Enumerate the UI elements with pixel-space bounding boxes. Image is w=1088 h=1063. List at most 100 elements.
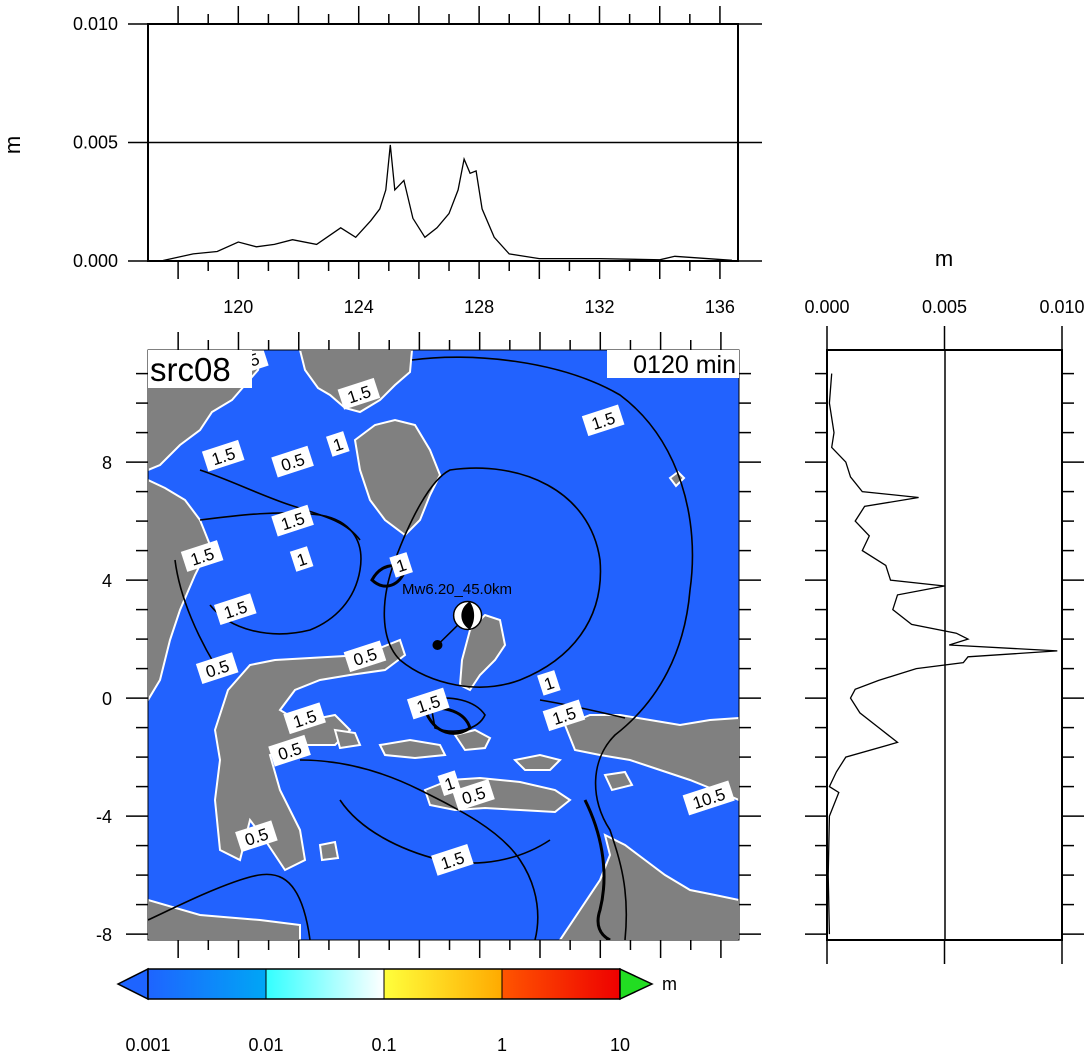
top-xtick-label: 128: [464, 297, 494, 317]
contour-label-box: [326, 431, 350, 457]
map-ytick-label: 0: [102, 689, 112, 709]
land-halmahera: [458, 613, 507, 692]
contour-label-box: [406, 687, 450, 720]
colorbar-under-triangle: [116, 967, 149, 1001]
right-xtick-label: 0.005: [922, 297, 967, 317]
contour-south-1-5: [299, 759, 539, 940]
contour-label-box: [542, 699, 586, 732]
colorbar-tick-label: 0.001: [125, 1035, 170, 1055]
colorbar-tick-label: 10: [610, 1035, 630, 1055]
contour-halmahera: [429, 697, 486, 732]
contour-label-box: [682, 780, 735, 816]
contour-label: 1.5: [406, 687, 450, 720]
map-ytick-label: -4: [96, 807, 112, 827]
land-banggai: [453, 728, 492, 752]
contour-label: 1.5: [581, 404, 625, 437]
contour-label-box: [437, 770, 462, 796]
time-label-box: [607, 350, 739, 378]
top-ytick-label: 0.005: [73, 133, 118, 153]
top-ylabel: m: [0, 136, 25, 154]
land-sumbawa: [148, 898, 301, 940]
coast-thick-3: [583, 799, 611, 940]
land-australia: [558, 833, 739, 940]
event-label: Mw6.20_45.0km: [402, 581, 512, 598]
contour-label: 1: [289, 546, 314, 572]
contour-east-1-5: [539, 699, 626, 719]
right-profile-panel: 0.000 0.005 0.010 m: [804, 246, 1085, 964]
time-label: 0120 min: [633, 351, 736, 379]
contour-sw-line: [148, 873, 311, 940]
contour-label-box: [213, 593, 257, 625]
top-ytick-label: 0.000: [73, 251, 118, 271]
map-ytick-label: 4: [102, 571, 112, 591]
contour-label: 1: [389, 552, 413, 578]
contour-west-1: [199, 512, 362, 635]
top-xtick-label: 120: [223, 297, 253, 317]
right-xtick-label: 0.000: [804, 297, 849, 317]
land-islet-3: [318, 840, 340, 862]
contour-label-box: [180, 540, 224, 572]
land-sula: [333, 728, 362, 750]
top-ytick-label: 0.010: [73, 14, 118, 34]
colorbar-unit: m: [662, 974, 677, 994]
beachball-compression: [461, 601, 475, 630]
land-islet-1: [668, 470, 686, 488]
contour-label: 0.5: [271, 445, 314, 478]
contour-label-box: [343, 640, 387, 673]
map-ytick-label: 8: [102, 453, 112, 473]
colorbar-tick-label: 0.1: [371, 1035, 396, 1055]
contour-label-box: [537, 670, 561, 696]
contour-label-box: [452, 779, 495, 811]
contour-label: 1: [326, 431, 350, 457]
right-xlabel: m: [935, 246, 953, 271]
contour-label-box: [201, 439, 245, 472]
map-title-box: [148, 350, 252, 388]
contour-label-box: [235, 820, 278, 853]
colorbar-segment-1: [148, 969, 266, 999]
epicenter-dot: [432, 640, 443, 650]
map-title: src08: [150, 351, 231, 388]
contour-label: 1: [437, 770, 462, 796]
contour-label: 0.5: [235, 820, 278, 853]
land-obi: [512, 753, 562, 771]
land-borneo: [148, 478, 212, 702]
right-xtick-label: 0.010: [1039, 297, 1084, 317]
contour-label-box: [271, 504, 314, 537]
contour-label-box: [431, 844, 474, 876]
contour-label-box: [581, 404, 625, 437]
top-profile-series: [162, 144, 733, 262]
contour-label: 1: [537, 670, 561, 696]
land-islet-2: [603, 770, 634, 792]
contour-label: 10.5: [682, 780, 735, 816]
contour-label-box: [289, 546, 314, 572]
contour-label-box: [337, 377, 381, 410]
colorbar-segment-3: [384, 969, 502, 999]
map-frame: [147, 349, 740, 941]
contour-label-box: [268, 734, 311, 767]
land-new-guinea: [563, 714, 739, 802]
contour-outer-1-5: [411, 356, 694, 940]
contour-label-box: [389, 552, 413, 578]
colorbar-over-triangle: [619, 967, 654, 1001]
contour-label-box: [271, 445, 314, 478]
top-xtick-label: 136: [705, 297, 735, 317]
colorbar: m 0.001 0.01 0.1 1 10: [116, 967, 677, 1055]
contour-north-0-5: [199, 469, 361, 541]
top-xtick-label: 124: [344, 297, 374, 317]
right-profile-series: [827, 373, 1058, 935]
beachball-icon: [452, 600, 483, 631]
colorbar-segment-4: [502, 969, 620, 999]
contour-label-box: [195, 652, 239, 684]
map-ytick-label: -8: [96, 925, 112, 945]
colorbar-tick-label: 1: [497, 1035, 507, 1055]
colorbar-tick-label: 0.01: [248, 1035, 283, 1055]
colorbar-segment-2: [266, 969, 384, 999]
top-profile-panel: 0.000 0.005 0.010 120 124 128 132 136 m: [0, 6, 762, 317]
epicenter-marker: Mw6.20_45.0km: [402, 581, 512, 650]
top-xtick-label: 132: [585, 297, 615, 317]
map-panel: Mw6.20_45.0km 1.51.51.51.50.511.51.5111.…: [96, 332, 761, 958]
contour-west-1-5: [174, 559, 216, 666]
land-philippines-luzon: [298, 350, 414, 414]
contour-label-box: [283, 702, 326, 735]
